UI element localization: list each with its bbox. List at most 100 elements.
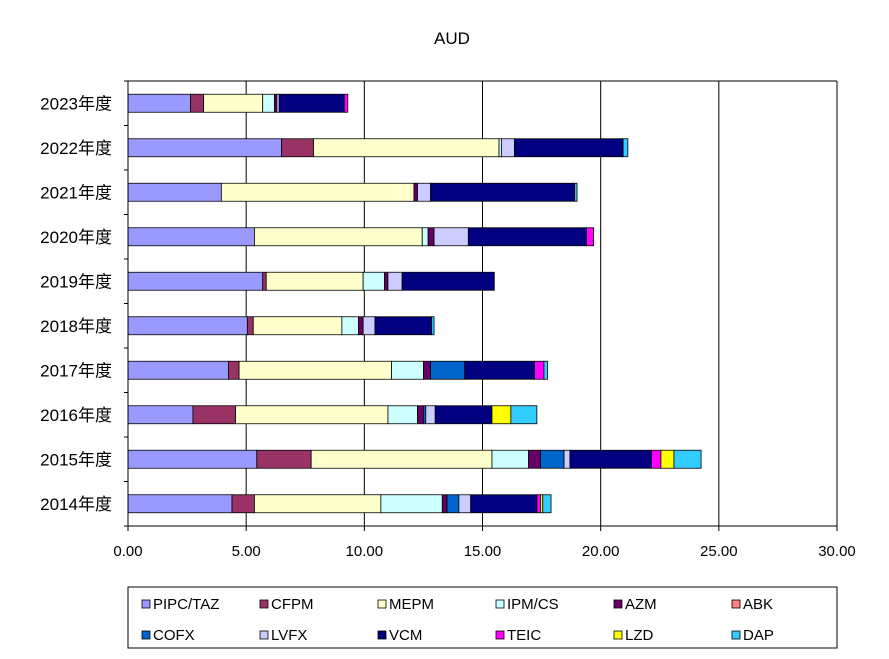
x-tick-label: 10.00	[346, 543, 384, 560]
bar-segment	[127, 93, 192, 113]
x-tick-label: 20.00	[582, 543, 620, 560]
legend-swatch	[141, 630, 151, 640]
bar-segment	[425, 405, 436, 425]
chart-title: AUD	[434, 29, 470, 48]
y-tick-label: 2016年度	[40, 406, 112, 425]
x-tick-label: 25.00	[700, 543, 738, 560]
legend-label: LVFX	[271, 627, 307, 644]
legend-label: COFX	[153, 627, 195, 644]
bar-segment	[203, 93, 264, 113]
legend-label: TEIC	[507, 627, 541, 644]
y-axis: 2023年度 2022年度 2021年度 2020年度 2019年度 2018年度 2017…	[40, 80, 129, 527]
bar-segment	[540, 449, 565, 469]
legend-label: IPM/CS	[507, 596, 559, 613]
legend-swatch	[613, 599, 623, 609]
bar-segment	[586, 227, 594, 247]
y-tick-label: 2022年度	[40, 139, 112, 158]
bar-segment	[127, 227, 255, 247]
legend-swatch	[377, 630, 387, 640]
bar-segment	[341, 316, 359, 336]
bar-segment	[470, 494, 538, 514]
bar-segment	[220, 182, 415, 202]
legend-label: AZM	[625, 596, 657, 613]
bar-segment	[430, 360, 466, 380]
bar-segment	[362, 271, 385, 291]
bar-segment	[127, 360, 229, 380]
bar-segment	[387, 271, 403, 291]
bar-segment	[127, 271, 264, 291]
bar-segment	[421, 227, 429, 247]
bar-segment	[238, 360, 392, 380]
x-tick-label: 0.00	[113, 543, 142, 560]
x-axis: 0.00 5.00 10.00 15.00 20.00 25.00 30.00	[113, 525, 856, 560]
legend-label: CFPM	[271, 596, 314, 613]
bar-segment	[391, 360, 424, 380]
bar-segment	[574, 182, 578, 202]
bar-segment	[514, 138, 624, 158]
bar-segment	[127, 405, 194, 425]
bar-segment	[190, 93, 205, 113]
bar-segment	[384, 271, 389, 291]
bar-segment	[491, 449, 529, 469]
y-tick-label: 2015年度	[40, 450, 112, 469]
bar-segment	[256, 449, 312, 469]
bar-segment	[231, 494, 255, 514]
legend-swatch	[259, 599, 269, 609]
bar-segment	[358, 316, 364, 336]
bar-segment	[563, 449, 571, 469]
bar-segment	[127, 494, 233, 514]
y-tick-label: 2020年度	[40, 228, 112, 247]
legend-swatch	[495, 599, 505, 609]
x-tick-label: 30.00	[818, 543, 856, 560]
bar-segment	[374, 316, 433, 336]
bar-segment	[401, 271, 495, 291]
bar-segment	[622, 138, 629, 158]
bar-segment	[343, 93, 349, 113]
bar-segment	[536, 494, 541, 514]
bar-segment	[542, 494, 552, 514]
bar-segment	[127, 449, 258, 469]
bar-segment	[446, 494, 460, 514]
x-tick-label: 15.00	[464, 543, 502, 560]
legend-label: DAP	[743, 627, 774, 644]
legend-swatch	[731, 630, 741, 640]
bar-segment	[543, 360, 548, 380]
bar-segment	[281, 138, 314, 158]
bar-segment	[228, 360, 240, 380]
bar-segment	[458, 494, 472, 514]
bar-segment	[235, 405, 389, 425]
y-tick-label: 2017年度	[40, 361, 112, 380]
bar-segment	[427, 227, 435, 247]
legend-swatch	[377, 599, 387, 609]
legend-box	[127, 586, 838, 649]
bar-segment	[528, 449, 541, 469]
y-tick-label: 2014年度	[40, 495, 112, 514]
legend-label: VCM	[389, 627, 422, 644]
bar-segment	[127, 138, 283, 158]
bar-segment	[417, 405, 424, 425]
bar-segment	[491, 405, 512, 425]
bar-segment	[433, 227, 469, 247]
bar-segment	[254, 494, 382, 514]
bar-segment	[501, 138, 515, 158]
bar-segment	[254, 227, 423, 247]
legend-label: ABK	[743, 596, 773, 613]
y-tick-label: 2019年度	[40, 272, 112, 291]
bar-segment	[417, 182, 431, 202]
y-tick-label: 2018年度	[40, 317, 112, 336]
bar-segment	[660, 449, 675, 469]
bar-segment	[380, 494, 443, 514]
legend-swatch	[613, 630, 623, 640]
legend-label: LZD	[625, 627, 654, 644]
bar-segment	[127, 182, 222, 202]
bar-segment	[434, 405, 493, 425]
bars	[127, 93, 702, 514]
y-tick-label: 2023年度	[40, 94, 112, 113]
y-tick-label: 2021年度	[40, 183, 112, 202]
bar-segment	[423, 360, 431, 380]
bar-segment	[464, 360, 535, 380]
x-tick-label: 5.00	[232, 543, 261, 560]
legend-swatch	[731, 599, 741, 609]
bar-segment	[252, 316, 343, 336]
